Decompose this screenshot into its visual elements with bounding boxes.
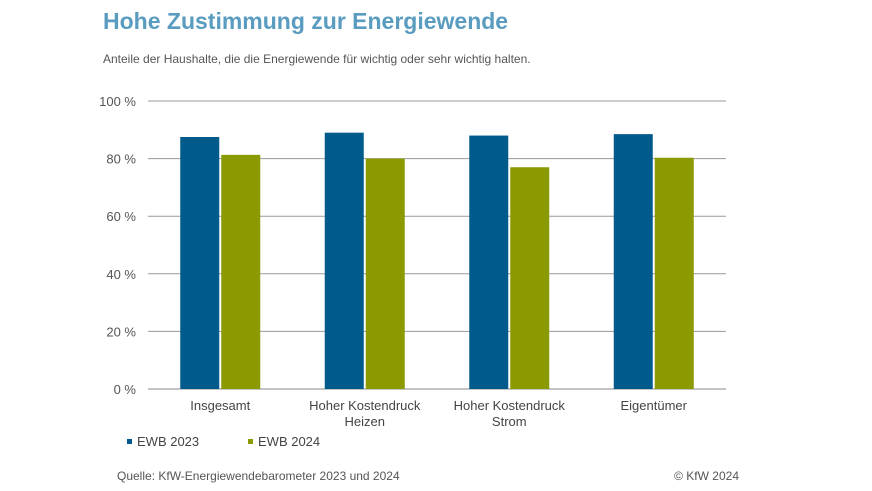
y-tick-label: 20 % — [106, 324, 136, 339]
legend-item-ewb-2023: EWB 2023 — [127, 434, 199, 449]
chart-subtitle: Anteile der Haushalte, die die Energiewe… — [103, 52, 531, 66]
bar-ewb-2024 — [654, 157, 694, 389]
x-category-label: Insgesamt — [190, 398, 250, 413]
chart-title: Hohe Zustimmung zur Energiewende — [103, 8, 509, 34]
y-tick-label: 100 % — [99, 94, 136, 109]
x-category-label: Strom — [492, 414, 527, 429]
x-category-label: Heizen — [345, 414, 385, 429]
x-category-label: Hoher Kostendruck — [454, 398, 566, 413]
bar-ewb-2023 — [469, 135, 509, 389]
x-category-label: Eigentümer — [621, 398, 688, 413]
legend-swatch-ewb-2023 — [127, 439, 132, 444]
y-tick-label: 0 % — [114, 382, 137, 397]
bar-ewb-2023 — [180, 137, 220, 389]
y-axis-ticks: 0 % 20 % 40 % 60 % 80 % 100 % — [99, 94, 136, 397]
source-note: Quelle: KfW-Energiewendebarometer 2023 u… — [117, 469, 400, 483]
y-tick-label: 60 % — [106, 209, 136, 224]
y-tick-label: 40 % — [106, 267, 136, 282]
copyright: © KfW 2024 — [674, 469, 739, 483]
legend-label: EWB 2024 — [258, 434, 321, 449]
bar-ewb-2024 — [221, 154, 261, 389]
bar-ewb-2023 — [324, 132, 364, 389]
bar-ewb-2024 — [510, 167, 550, 389]
x-category-label: Hoher Kostendruck — [309, 398, 421, 413]
legend-item-ewb-2024: EWB 2024 — [248, 434, 320, 449]
legend-label: EWB 2023 — [137, 434, 200, 449]
bars — [180, 132, 694, 389]
legend-swatch-ewb-2024 — [248, 439, 253, 444]
y-tick-label: 80 % — [106, 152, 136, 167]
bar-ewb-2024 — [365, 158, 405, 389]
bar-ewb-2023 — [613, 134, 653, 389]
